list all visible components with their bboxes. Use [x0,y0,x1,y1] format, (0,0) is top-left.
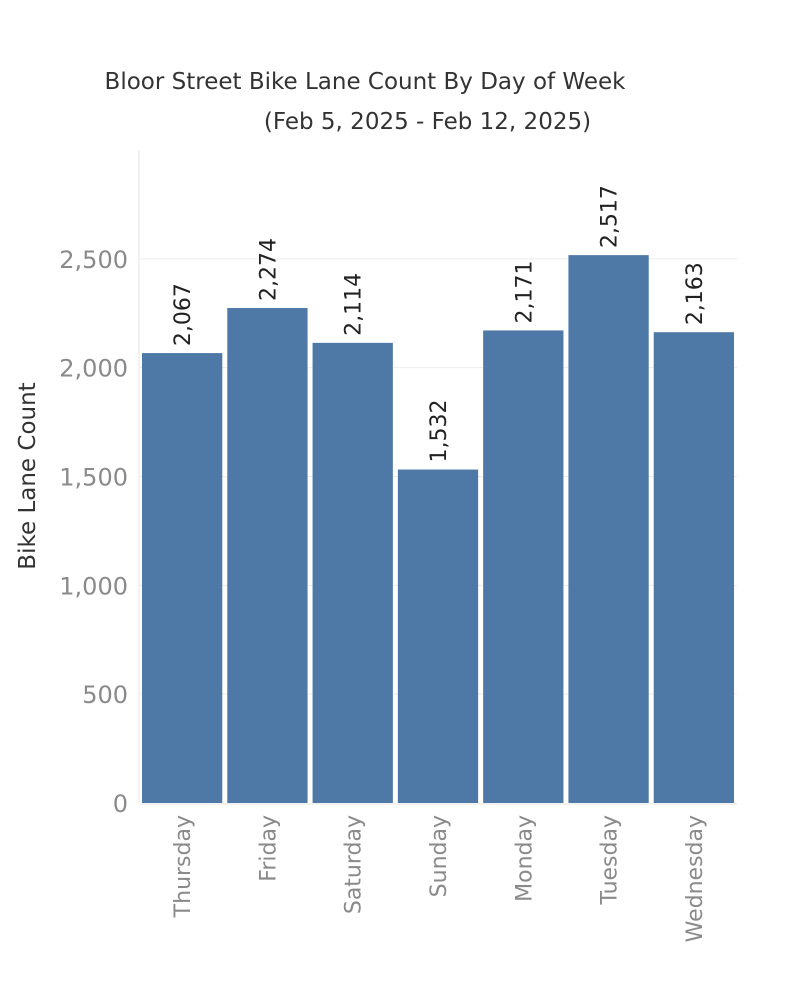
data-label: 1,532 [427,400,452,463]
x-tick-label: Tuesday [598,815,623,906]
data-label: 2,517 [598,185,623,248]
bar-sunday [397,469,479,803]
data-label: 2,067 [171,283,196,346]
chart-title-block: Bloor Street Bike Lane Count By Day of W… [0,62,730,142]
y-tick-label: 2,000 [59,355,128,383]
chart-subtitle: (Feb 5, 2025 - Feb 12, 2025) [263,109,592,135]
bar-wednesday [653,332,734,803]
bar-friday [227,308,308,803]
bar-saturday [312,342,393,803]
data-label: 2,163 [683,262,708,325]
data-label: 2,171 [512,260,537,323]
y-tick-label: 2,500 [59,246,128,274]
bar-monday [483,330,564,803]
y-tick-label: 0 [113,790,128,818]
data-label: 2,274 [256,238,281,301]
y-tick-label: 1,500 [59,464,128,492]
x-tick-label: Monday [512,815,537,902]
x-tick-label: Sunday [427,815,452,897]
y-tick-label: 500 [82,681,128,709]
x-tick-label: Saturday [342,815,367,914]
chart-title: Bloor Street Bike Lane Count By Day of W… [104,69,626,95]
x-tick-label: Wednesday [683,815,708,942]
bar-tuesday [568,255,649,803]
y-axis-title: Bike Lane Count [15,382,41,569]
y-tick-label: 1,000 [59,572,128,600]
data-label: 2,114 [342,273,367,336]
x-tick-label: Friday [256,815,281,882]
x-tick-label: Thursday [171,815,196,918]
bar-thursday [142,353,223,803]
